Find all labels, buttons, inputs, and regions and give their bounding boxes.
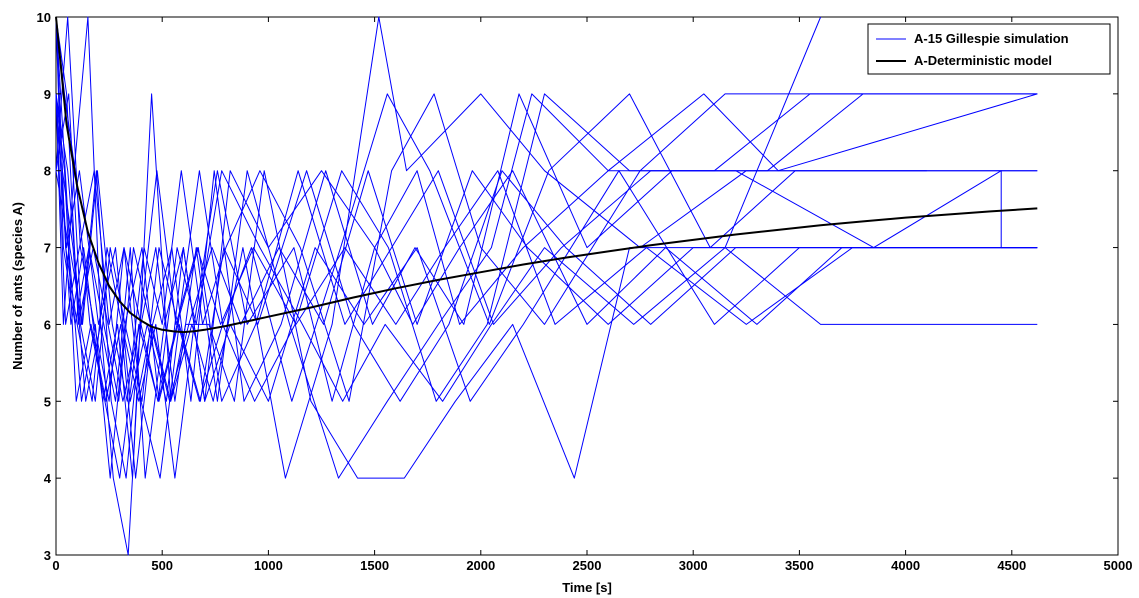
x-tick-label: 500 (151, 558, 173, 573)
series-line-10 (55, 93, 864, 479)
series-line-7 (55, 16, 1038, 479)
x-axis-label: Time [s] (562, 580, 612, 595)
series-line-16 (55, 16, 1038, 334)
series-layer (55, 16, 1038, 556)
plot-area (55, 16, 1119, 556)
y-tick-label: 6 (44, 317, 51, 332)
legend-label-deterministic: A-Deterministic model (914, 53, 1052, 68)
x-tick-label: 4500 (997, 558, 1026, 573)
series-line-12 (55, 93, 927, 479)
y-tick-label: 5 (44, 394, 51, 409)
series-line-3 (55, 16, 1038, 556)
series-line-15 (55, 93, 1038, 402)
y-tick-label: 8 (44, 164, 51, 179)
legend: A-15 Gillespie simulation A-Deterministi… (867, 23, 1111, 75)
x-tick-label: 1000 (254, 558, 283, 573)
y-axis-label: Number of ants (species A) (10, 202, 25, 370)
tick-layer: 0 500 1000 1500 2000 2500 3000 3500 4000 4500 5000… (37, 10, 1133, 573)
series-line-4 (55, 93, 1038, 479)
x-tick-label: 4000 (891, 558, 920, 573)
legend-box (867, 23, 1111, 75)
series-line-13 (55, 93, 1038, 402)
x-tick-label: 3500 (785, 558, 814, 573)
x-tick-label: 3000 (679, 558, 708, 573)
y-tick-label: 3 (44, 548, 51, 563)
series-line-14 (55, 16, 1038, 402)
series-line-9 (55, 16, 1038, 402)
y-tick-label: 4 (44, 471, 52, 486)
x-tick-label: 5000 (1104, 558, 1133, 573)
y-tick-label: 7 (44, 241, 51, 256)
legend-label-gillespie: A-15 Gillespie simulation (914, 31, 1069, 46)
x-tick-label: 2000 (466, 558, 495, 573)
series-line-5 (55, 16, 822, 479)
x-tick-label: 2500 (573, 558, 602, 573)
x-tick-label: 1500 (360, 558, 389, 573)
y-tick-label: 9 (44, 87, 51, 102)
y-tick-label: 10 (37, 10, 51, 25)
series-line-6 (55, 16, 1038, 479)
x-tick-label: 0 (52, 558, 59, 573)
series-line-2 (55, 93, 1038, 402)
